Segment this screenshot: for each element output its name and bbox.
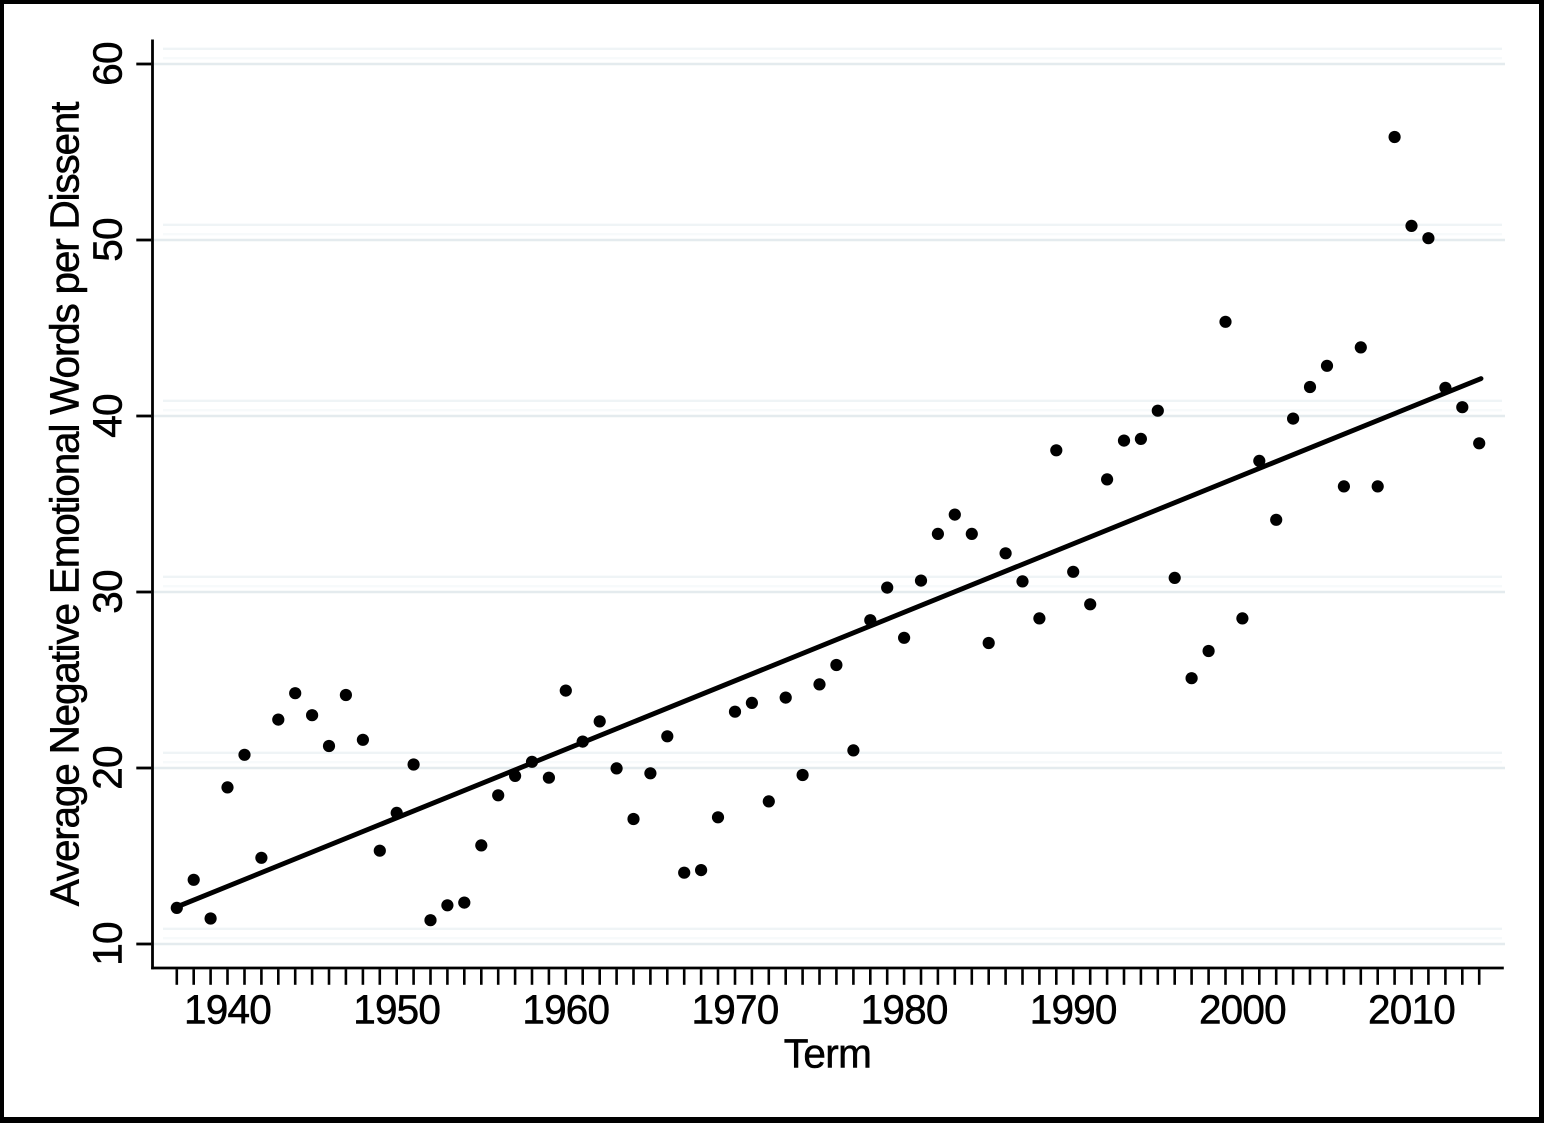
- svg-text:2010: 2010: [1368, 987, 1455, 1033]
- svg-text:20: 20: [85, 746, 131, 789]
- svg-text:Average Negative Emotional Wor: Average Negative Emotional Words per Dis…: [41, 102, 87, 906]
- svg-text:1950: 1950: [353, 987, 440, 1033]
- svg-text:1970: 1970: [692, 987, 779, 1033]
- svg-text:30: 30: [85, 570, 131, 613]
- svg-text:60: 60: [85, 42, 131, 85]
- svg-text:Term: Term: [784, 1030, 872, 1076]
- svg-text:50: 50: [85, 218, 131, 261]
- svg-text:10: 10: [85, 922, 131, 965]
- svg-text:40: 40: [85, 394, 131, 437]
- svg-text:1960: 1960: [522, 987, 609, 1033]
- svg-text:1990: 1990: [1030, 987, 1117, 1033]
- svg-text:2000: 2000: [1199, 987, 1286, 1033]
- svg-text:1980: 1980: [861, 987, 948, 1033]
- svg-text:1940: 1940: [184, 987, 271, 1033]
